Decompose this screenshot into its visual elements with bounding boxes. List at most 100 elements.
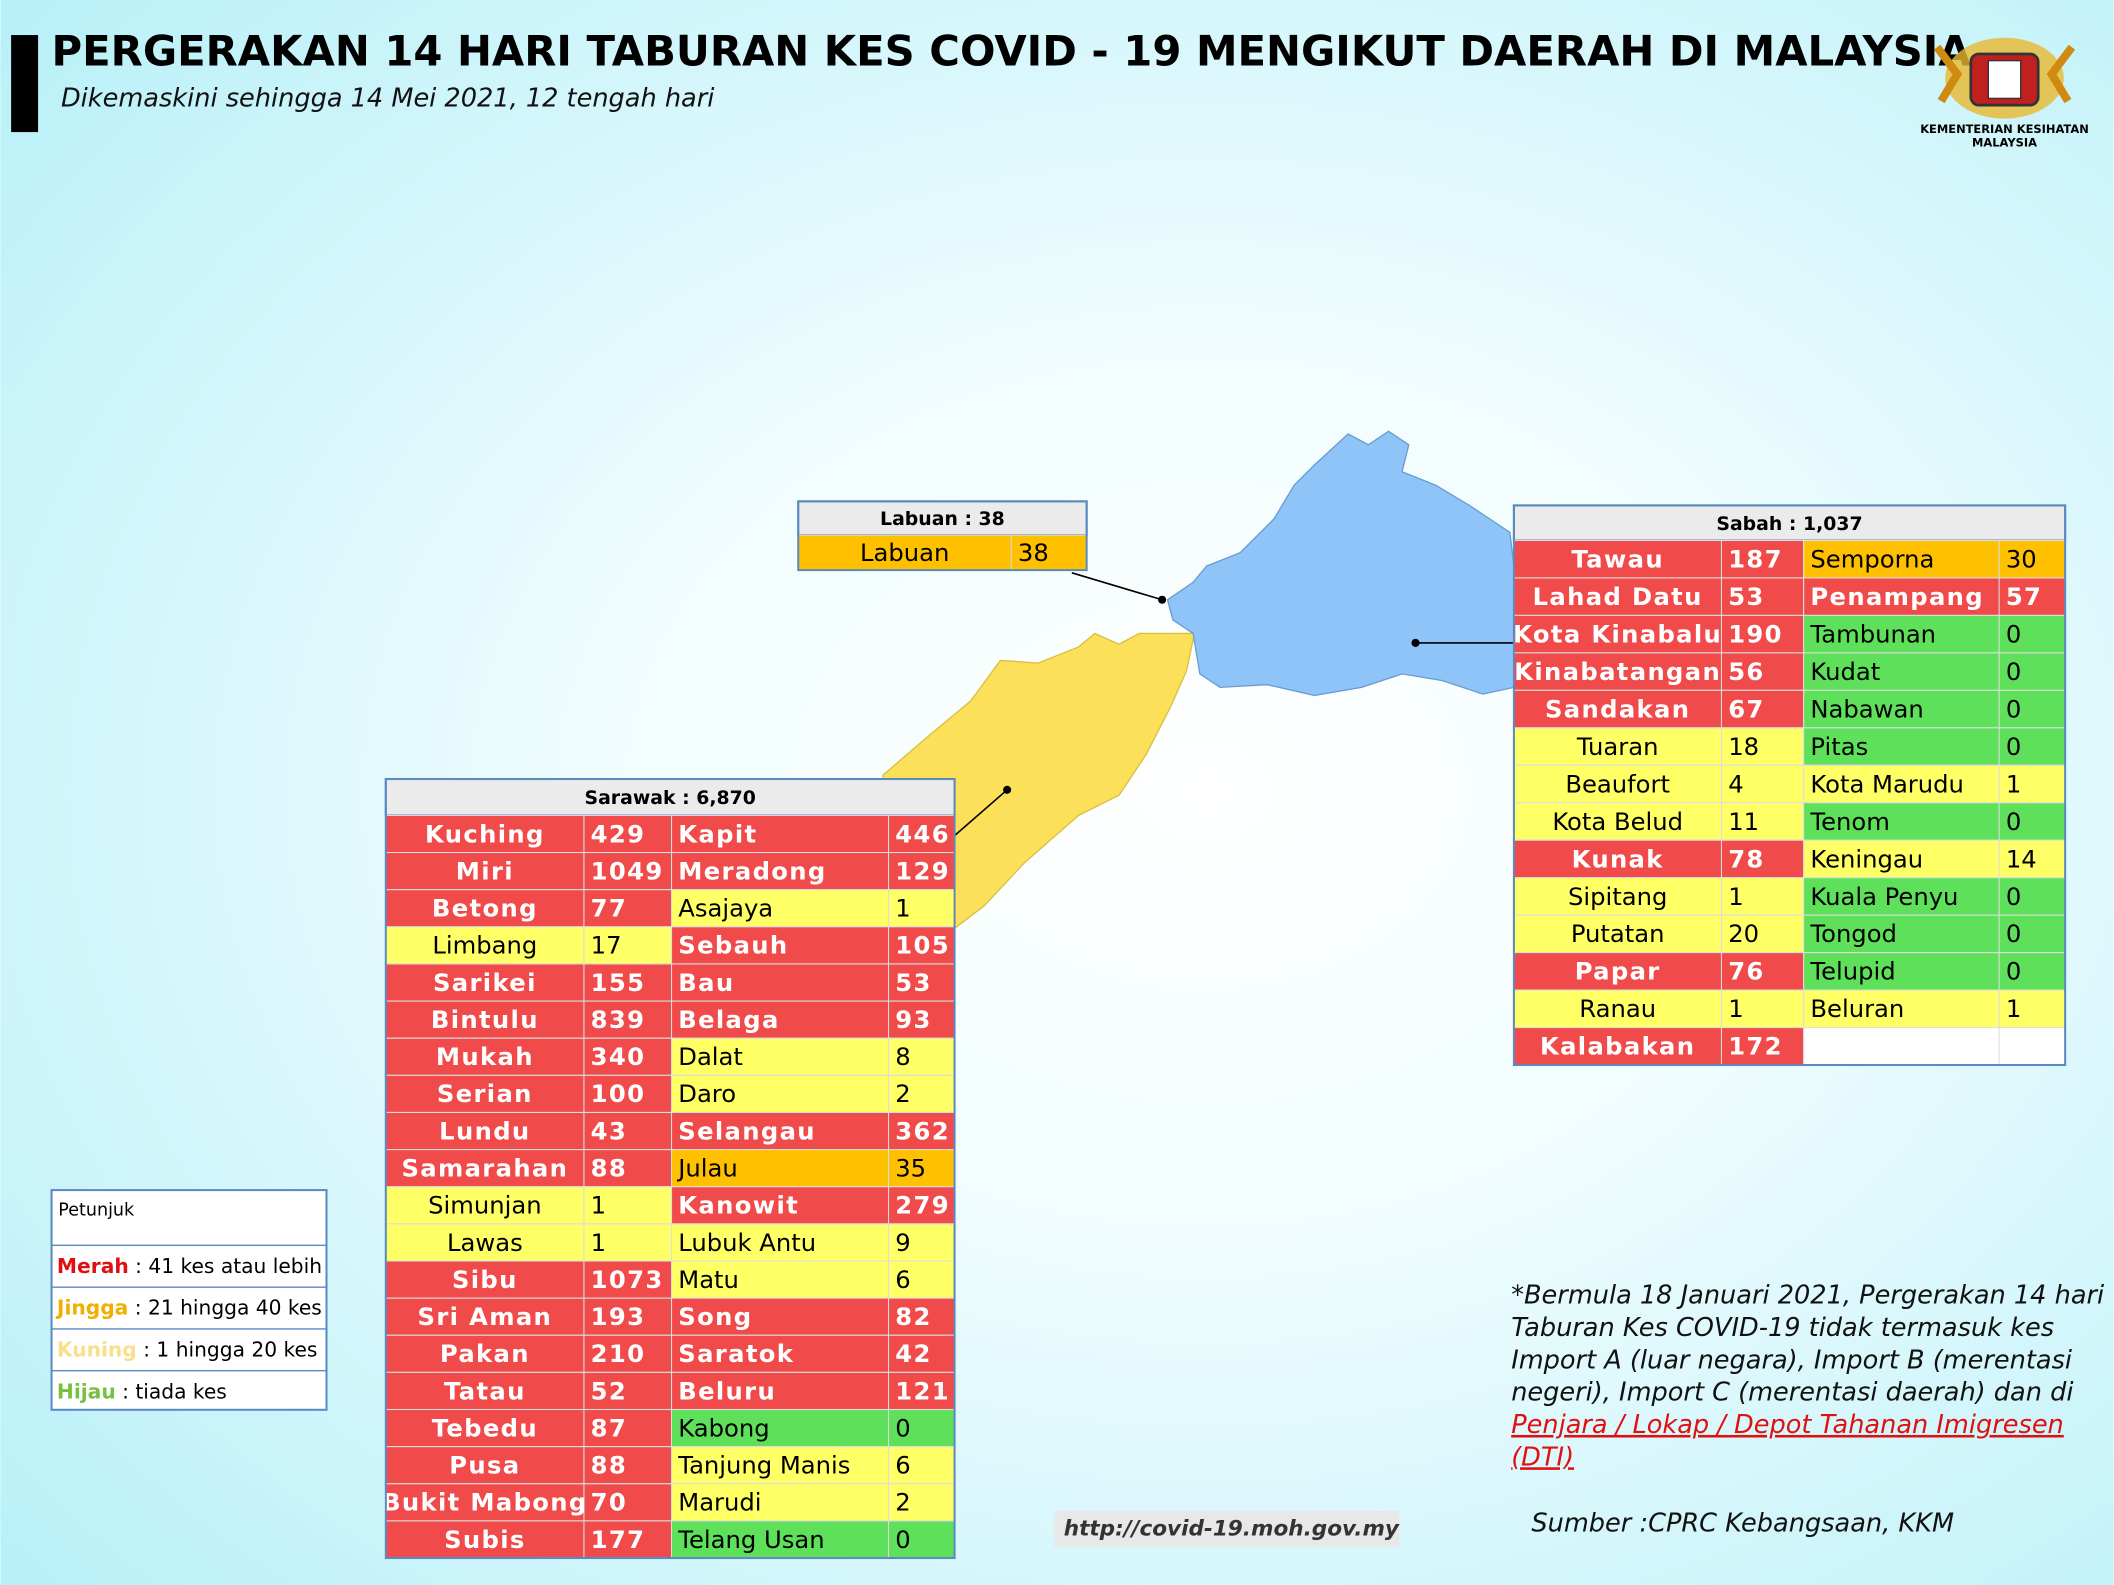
legend: Petunjuk Merah : 41 kes atau lebih Jingga… (50, 1189, 328, 1411)
legend-label: Jingga (55, 1295, 128, 1319)
case-count: 1 (2006, 994, 2021, 1023)
legend-item: Merah : 41 kes atau lebih (57, 1253, 322, 1277)
table-header: Sabah : 1,037 (1716, 513, 1862, 535)
footnote-highlight: (DTI) (1511, 1442, 1574, 1472)
case-count: 839 (591, 1005, 646, 1034)
district-name: Meradong (678, 856, 826, 885)
case-count: 279 (895, 1191, 950, 1220)
cell-bg (1803, 877, 2066, 916)
footnote-line: *Bermula 18 Januari 2021, Pergerakan 14 … (1511, 1281, 2104, 1311)
case-count: 57 (2006, 582, 2042, 611)
cell-bg (670, 1297, 956, 1336)
district-name: Dalat (678, 1042, 743, 1071)
district-name: Kalabakan (1540, 1032, 1695, 1061)
district-name: Sarikei (433, 968, 537, 997)
case-count: 35 (895, 1154, 926, 1183)
case-count: 8 (895, 1042, 910, 1071)
cell-bg (670, 1446, 956, 1485)
case-count: 67 (1728, 694, 1764, 723)
case-count: 0 (2006, 807, 2021, 836)
legend-text: : 21 hingga 40 kes (128, 1295, 322, 1319)
case-count: 14 (2006, 844, 2037, 873)
district-name: Sipitang (1568, 882, 1667, 911)
district-name: Tuaran (1576, 732, 1659, 761)
footnote-line: Taburan Kes COVID-19 tidak termasuk kes (1511, 1313, 2054, 1343)
district-name: Beaufort (1565, 769, 1670, 798)
cell-bg (670, 814, 956, 854)
case-count: 30 (2006, 545, 2037, 574)
logo-text: MALAYSIA (1972, 135, 2037, 149)
district-name: Kota Belud (1552, 807, 1683, 836)
case-count: 0 (2006, 957, 2021, 986)
map-sabah (1166, 430, 1515, 697)
legend-title: Petunjuk (58, 1200, 135, 1220)
district-name: Limbang (432, 931, 537, 960)
case-count: 2 (895, 1488, 910, 1517)
footnote-highlight: Penjara / Lokap / Depot Tahanan Imigrese… (1511, 1410, 2064, 1440)
case-count: 0 (895, 1413, 910, 1442)
district-name: Samarahan (401, 1154, 568, 1183)
district-name: Sebauh (678, 931, 788, 960)
case-count: 1 (591, 1191, 606, 1220)
district-name: Pitas (1810, 732, 1868, 761)
district-name: Sibu (452, 1265, 518, 1294)
case-count: 78 (1728, 844, 1764, 873)
district-name: Sandakan (1545, 694, 1690, 723)
title: PERGERAKAN 14 HARI TABURAN KES COVID - 1… (52, 26, 1972, 75)
case-count: 18 (1728, 732, 1759, 761)
legend-text: : tiada kes (116, 1379, 227, 1403)
district-name: Penampang (1810, 582, 1984, 611)
district-name: Tenom (1809, 807, 1889, 836)
case-count: 210 (591, 1339, 646, 1368)
district-name: Semporna (1810, 545, 1934, 574)
district-name: Papar (1575, 957, 1661, 986)
case-count: 53 (895, 968, 931, 997)
district-name: Miri (456, 856, 514, 885)
district-name: Sri Aman (418, 1302, 553, 1331)
district-name: Kudat (1810, 657, 1880, 686)
map (882, 430, 1515, 938)
cell-bg (1513, 727, 1805, 766)
cell-bg (1803, 914, 2066, 954)
cell-bg (670, 1260, 956, 1299)
case-count: 0 (2006, 657, 2021, 686)
url[interactable]: http://covid-19.moh.gov.my (1064, 1517, 1400, 1542)
district-name: Lawas (447, 1228, 523, 1257)
case-count: 1 (591, 1228, 606, 1257)
cell-bg (1803, 989, 2066, 1029)
table-border (1512, 504, 2067, 1067)
subtitle: Dikemaskini sehingga 14 Mei 2021, 12 ten… (61, 84, 714, 114)
case-count: 190 (1728, 619, 1783, 648)
case-count: 193 (591, 1302, 646, 1331)
district-name: Bukit Mabong (382, 1488, 588, 1517)
cell-bg (670, 1223, 956, 1262)
url-box (1054, 1510, 1400, 1548)
case-count: 187 (1728, 545, 1783, 574)
table-sabah: Sabah : 1,037 Tawau 187 Semporna 30 Lahad Dat… (1512, 504, 2067, 1067)
case-count: 2 (895, 1079, 910, 1108)
district-name: Tawau (1571, 545, 1664, 574)
district-name: Simunjan (428, 1191, 541, 1220)
district-name: Ranau (1579, 994, 1656, 1023)
footnote-line: Import A (luar negara), Import B (merent… (1511, 1345, 2072, 1375)
district-name: Belaga (678, 1005, 779, 1034)
legend-item: Hijau : tiada kes (57, 1379, 227, 1403)
cell-bg (385, 1074, 673, 1114)
cell-bg (385, 1186, 673, 1225)
district-name: Putatan (1571, 919, 1665, 948)
case-count: 17 (591, 931, 622, 960)
district-name: Song (678, 1302, 752, 1331)
case-count: 1 (895, 894, 910, 923)
case-count: 446 (895, 819, 950, 848)
logo: KEMENTERIAN KESIHATAN MALAYSIA (1920, 37, 2089, 149)
case-count: 93 (895, 1005, 931, 1034)
cell-bg (670, 1408, 956, 1448)
legend-text: : 41 kes atau lebih (129, 1253, 322, 1277)
district-name: Selangau (678, 1116, 816, 1145)
case-count: 0 (2006, 882, 2021, 911)
case-count: 87 (591, 1413, 627, 1442)
case-count: 121 (895, 1376, 950, 1405)
district-name: Matu (678, 1265, 739, 1294)
